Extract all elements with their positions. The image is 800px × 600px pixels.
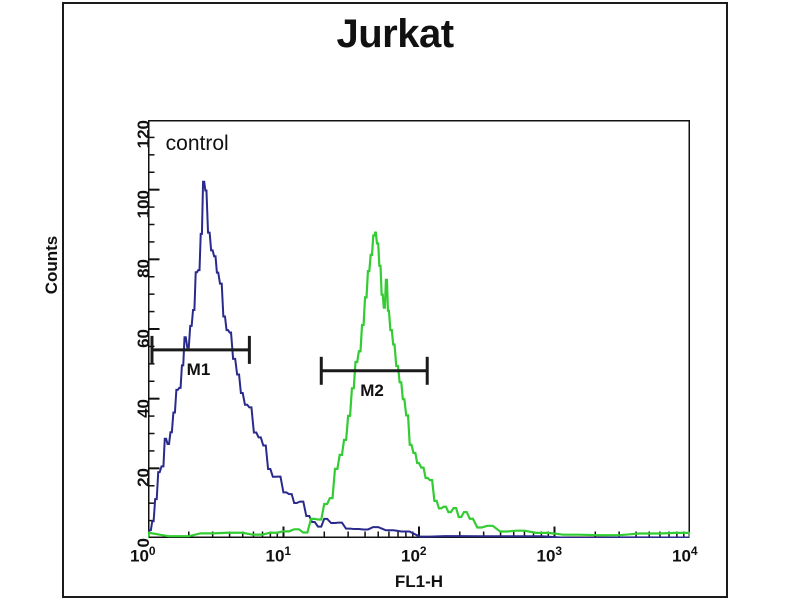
figure-border [62, 2, 728, 598]
page-title: Jurkat [336, 12, 454, 56]
gate-marker-m2 [319, 356, 429, 385]
y-axis-title: Counts [42, 235, 61, 295]
y-tick-label: 100 [134, 189, 153, 219]
x-axis-title: FL1-H [394, 572, 444, 591]
gate-label-m2: M2 [360, 380, 384, 400]
histogram-plot [148, 120, 690, 538]
x-tick-label: 100 [130, 544, 156, 566]
y-tick-label: 20 [134, 468, 153, 488]
y-tick-label: 40 [134, 398, 153, 418]
control-label: control [165, 132, 229, 156]
gate-marker-m1 [150, 335, 251, 364]
x-tick-label: 102 [401, 544, 427, 566]
x-tick-label: 101 [265, 544, 292, 566]
x-tick-label: 103 [536, 544, 563, 566]
y-tick-label: 120 [134, 120, 153, 149]
histogram-trace-control [148, 180, 690, 538]
plot-area [148, 120, 690, 538]
histogram-trace-sample [148, 231, 690, 538]
x-tick-label: 104 [672, 544, 698, 566]
y-tick-label: 80 [134, 259, 153, 279]
gate-label-m1: M1 [186, 359, 211, 379]
plot-frame [148, 120, 690, 538]
y-tick-label: 60 [134, 329, 153, 348]
